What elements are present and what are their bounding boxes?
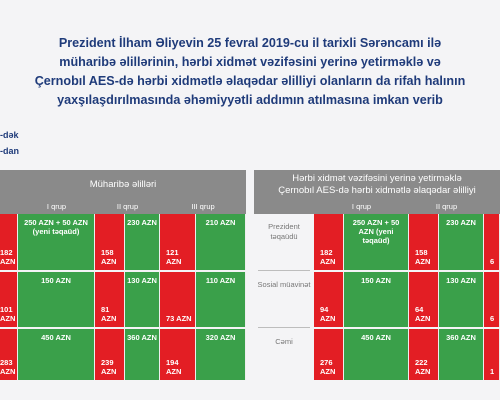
new-amount-cell: 450 AZN	[18, 329, 95, 380]
row-label: Cəmi	[275, 337, 293, 346]
group-header: III qrup	[160, 200, 246, 214]
old-amount-cell: 6	[484, 214, 500, 270]
group-header-spacer	[254, 200, 314, 214]
old-amount-cell: 158 AZN	[409, 214, 439, 270]
old-amount-cell: 194 AZN	[160, 329, 196, 380]
table-header: Hərbi xidmət vəzifəsini yerinə yetirməkl…	[254, 170, 500, 200]
group-header-spacer	[484, 200, 500, 214]
header-line: Hərbi xidmət vəzifəsini yerinə yetirməkl…	[292, 173, 462, 184]
old-amount-cell: 283 AZN	[0, 329, 18, 380]
new-amount-cell: 130 AZN	[439, 272, 484, 327]
new-amount-cell: 360 AZN	[439, 329, 484, 380]
old-amount-cell: 239 AZN	[95, 329, 125, 380]
new-amount-cell: 250 AZN + 50 AZN (yeni təqaüd)	[18, 214, 95, 270]
old-amount-cell: 158 AZN	[95, 214, 125, 270]
new-amount-cell: 230 AZN	[439, 214, 484, 270]
legend-item-after: -dan	[0, 143, 40, 159]
old-amount-cell: 121 AZN	[160, 214, 196, 270]
page-title: Prezident İlham Əliyevin 25 fevral 2019-…	[0, 34, 500, 110]
group-header: I qrup	[18, 200, 95, 214]
group-header: I qrup	[314, 200, 409, 214]
row-divider	[258, 327, 310, 328]
old-amount-cell: 101 AZN	[0, 272, 18, 327]
service-disabled-table: Hərbi xidmət vəzifəsini yerinə yetirməkl…	[254, 170, 500, 380]
title-line: Prezident İlham Əliyevin 25 fevral 2019-…	[58, 36, 442, 50]
new-amount-cell: 110 AZN	[196, 272, 246, 327]
row-label: Sosial müavinət	[257, 280, 311, 289]
old-amount-cell: 73 AZN	[160, 272, 196, 327]
legend-label: -dan	[0, 146, 19, 156]
old-amount-cell: 6	[484, 272, 500, 327]
old-amount-cell: 94 AZN	[314, 272, 344, 327]
title-line: Çernobıl AES-də hərbi xidmətlə əlaqədar …	[34, 74, 466, 88]
row-label: Prezident təqaüdü	[268, 222, 300, 241]
new-amount-cell: 250 AZN + 50 AZN (yeni təqaüd)	[344, 214, 409, 270]
new-amount-cell: 450 AZN	[344, 329, 409, 380]
group-header-spacer	[0, 200, 18, 214]
legend-item-before: -dək	[0, 127, 40, 143]
header-line: Çernobıl AES-də hərbi xidmətlə əlaqədar …	[278, 185, 476, 196]
old-amount-cell: 1	[484, 329, 500, 380]
old-amount-cell: 182 AZN	[314, 214, 344, 270]
new-amount-cell: 320 AZN	[196, 329, 246, 380]
row-divider	[258, 270, 310, 271]
old-amount-cell: 81 AZN	[95, 272, 125, 327]
old-amount-cell: 64 AZN	[409, 272, 439, 327]
group-header: II qrup	[95, 200, 160, 214]
title-line: yaxşılaşdırılmasında əhəmiyyətli addımın…	[57, 93, 443, 107]
new-amount-cell: 130 AZN	[125, 272, 160, 327]
new-amount-cell: 210 AZN	[196, 214, 246, 270]
legend-label: -dək	[0, 130, 19, 140]
old-amount-cell: 222 AZN	[409, 329, 439, 380]
new-amount-cell: 230 AZN	[125, 214, 160, 270]
war-disabled-table: Müharibə əlilləri I qrup II qrup III qru…	[0, 170, 246, 380]
title-line: müharibə əlillərinin, hərbi xidmət vəzif…	[59, 55, 441, 69]
old-amount-cell: 182 AZN	[0, 214, 18, 270]
old-amount-cell: 276 AZN	[314, 329, 344, 380]
table-header: Müharibə əlilləri	[0, 170, 246, 200]
new-amount-cell: 150 AZN	[344, 272, 409, 327]
group-header: II qrup	[409, 200, 484, 214]
new-amount-cell: 150 AZN	[18, 272, 95, 327]
new-amount-cell: 360 AZN	[125, 329, 160, 380]
